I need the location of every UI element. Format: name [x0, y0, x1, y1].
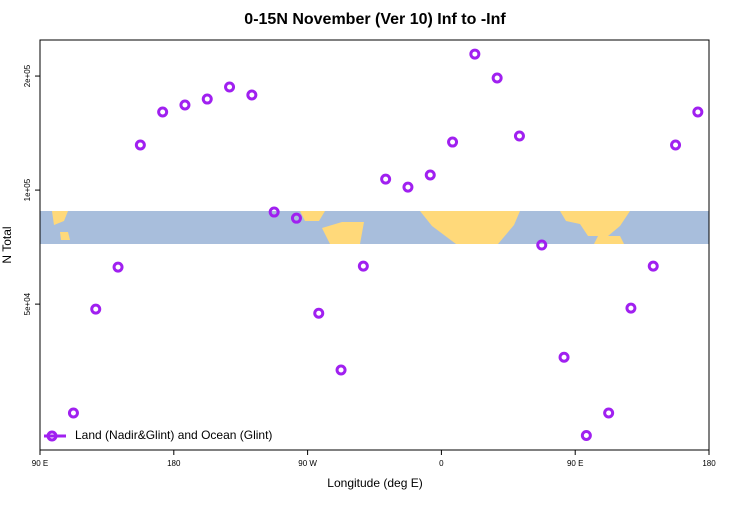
y-tick-label: 5e+04: [23, 292, 32, 315]
point: [357, 260, 369, 272]
point: [268, 206, 280, 218]
plot-frame: [39, 39, 710, 451]
point: [647, 260, 659, 272]
legend-label: Land (Nadir&Glint) and Ocean (Glint): [75, 428, 272, 442]
point: [692, 106, 704, 118]
point: [335, 364, 347, 376]
point: [469, 48, 481, 60]
x-tick-label: 180: [702, 459, 716, 468]
x-tick-label: 180: [167, 459, 181, 468]
point: [670, 139, 682, 151]
x-tick-label: 90 E: [32, 459, 48, 468]
point: [313, 307, 325, 319]
point: [424, 169, 436, 181]
point: [558, 351, 570, 363]
point: [513, 130, 525, 142]
x-tick-label: 0: [439, 459, 444, 468]
point: [447, 136, 459, 148]
point: [179, 99, 191, 111]
point: [290, 212, 302, 224]
y-tick-label: 2e+05: [23, 64, 32, 87]
point: [157, 106, 169, 118]
point: [603, 407, 615, 419]
x-axis-label: Longitude (deg E): [327, 476, 422, 490]
point: [90, 303, 102, 315]
y-tick-label: 1e+05: [23, 178, 32, 201]
point: [536, 239, 548, 251]
point: [625, 302, 637, 314]
x-tick-label: 90 W: [298, 459, 317, 468]
point: [246, 89, 258, 101]
point: [380, 173, 392, 185]
chart-title: 0-15N November (Ver 10) Inf to -Inf: [244, 11, 506, 28]
point: [134, 139, 146, 151]
x-tick-label: 90 E: [567, 459, 583, 468]
point: [491, 72, 503, 84]
point: [224, 81, 236, 93]
point: [580, 429, 592, 441]
point: [402, 181, 414, 193]
y-axis-label: N Total: [0, 226, 14, 263]
point: [201, 93, 213, 105]
point: [67, 407, 79, 419]
map-strip: [40, 211, 709, 244]
point: [112, 261, 124, 273]
legend-marker: [46, 430, 58, 442]
